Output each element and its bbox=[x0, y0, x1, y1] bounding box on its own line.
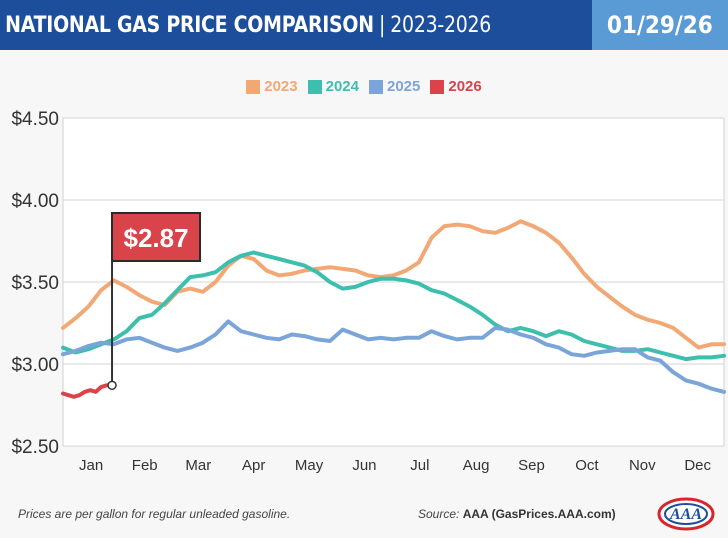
x-tick-label: Dec bbox=[684, 457, 711, 474]
header: NATIONAL GAS PRICE COMPARISON | 2023-2026 … bbox=[0, 0, 728, 50]
source-name: AAA (GasPrices.AAA.com) bbox=[462, 507, 616, 521]
series-line-2025 bbox=[61, 319, 726, 394]
callout-label: $2.87 bbox=[123, 223, 188, 253]
legend-item-2026: 2026 bbox=[430, 78, 482, 95]
legend-label-2026: 2026 bbox=[448, 78, 482, 95]
x-tick-label: Jun bbox=[352, 457, 376, 474]
callout-marker bbox=[107, 380, 117, 391]
series-line-2026 bbox=[61, 383, 114, 399]
legend-item-2025: 2025 bbox=[369, 78, 420, 95]
y-tick-label: $4.00 bbox=[11, 191, 59, 212]
x-tick-label: Jul bbox=[410, 457, 429, 474]
date-label: 01/29/26 bbox=[607, 11, 713, 39]
legend-swatch-2025 bbox=[369, 79, 383, 94]
page-title: NATIONAL GAS PRICE COMPARISON | 2023-2026 bbox=[0, 13, 491, 38]
legend-item-2023: 2023 bbox=[246, 78, 298, 95]
y-tick-label: $3.50 bbox=[11, 273, 59, 294]
legend-swatch-2023 bbox=[246, 79, 261, 94]
legend-swatch-2026 bbox=[430, 79, 445, 94]
x-tick-label: Nov bbox=[629, 457, 656, 474]
y-tick-label: $3.00 bbox=[11, 355, 59, 376]
y-tick-label: $2.50 bbox=[11, 437, 59, 458]
x-tick-label: Jan bbox=[79, 457, 103, 474]
gas-price-chart: $2.50 $3.00 $3.50 $4.00 $4.50 Jan Feb Mar Apr May… bbox=[11, 109, 726, 474]
legend-swatch-2024 bbox=[307, 79, 322, 94]
title-bar: NATIONAL GAS PRICE COMPARISON | 2023-2026 bbox=[0, 0, 592, 50]
y-tick-label: $4.50 bbox=[11, 109, 59, 130]
footer-note: Prices are per gallon for regular unlead… bbox=[18, 507, 291, 521]
legend-label-2024: 2024 bbox=[325, 78, 359, 95]
source-prefix: Source: bbox=[418, 507, 460, 521]
title-years: 2023-2026 bbox=[390, 12, 492, 38]
x-tick-label: Sep bbox=[518, 457, 545, 474]
x-tick-label: Mar bbox=[185, 457, 211, 474]
x-tick-label: Oct bbox=[575, 457, 599, 474]
legend: 2023 2024 2025 2026 bbox=[0, 78, 728, 95]
x-tick-label: May bbox=[295, 457, 324, 474]
title-main: NATIONAL GAS PRICE COMPARISON bbox=[5, 12, 374, 38]
callout-flag bbox=[111, 212, 202, 262]
legend-item-2024: 2024 bbox=[307, 78, 359, 95]
legend-label-2025: 2025 bbox=[387, 78, 421, 95]
x-tick-label: Feb bbox=[132, 457, 158, 474]
x-tick-label: Aug bbox=[463, 457, 490, 474]
footer-source: Source: AAA (GasPrices.AAA.com) bbox=[418, 507, 616, 521]
title-separator: | bbox=[378, 12, 386, 38]
legend-label-2023: 2023 bbox=[264, 78, 298, 95]
aaa-logo-text: AAA bbox=[669, 506, 702, 523]
x-tick-label: Apr bbox=[242, 457, 265, 474]
aaa-logo: AAA bbox=[657, 497, 715, 531]
date-bar: 01/29/26 bbox=[592, 0, 728, 50]
